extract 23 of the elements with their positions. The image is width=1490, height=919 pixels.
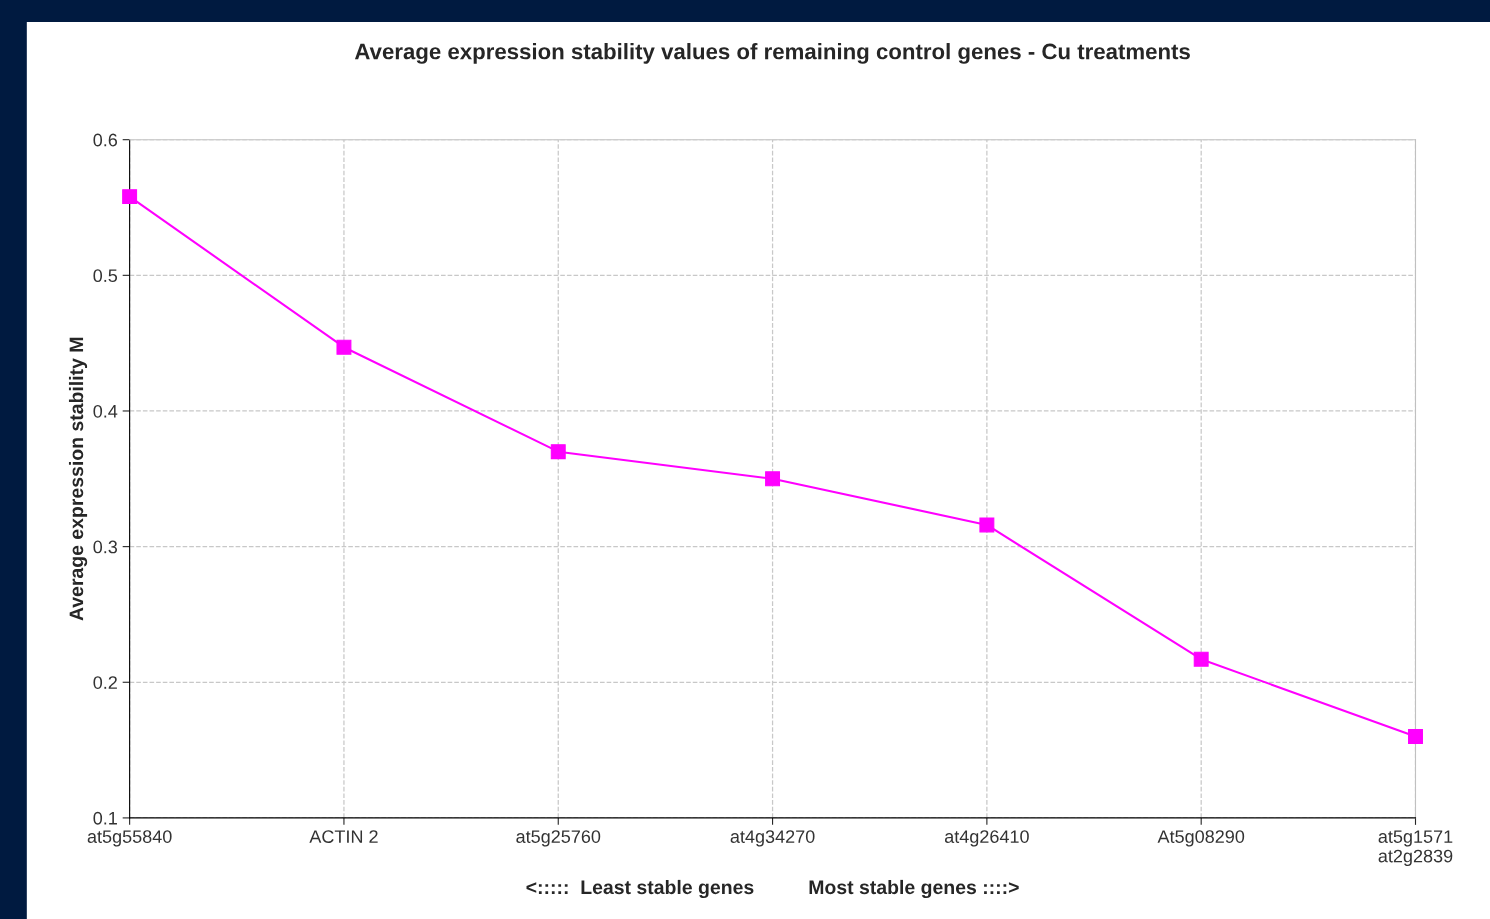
x-tick-label: at5g25760 xyxy=(516,830,601,847)
y-tick-label: 0.5 xyxy=(93,269,118,283)
point xyxy=(1193,651,1209,667)
y-axis-title: Average expression stability M xyxy=(68,337,88,621)
y-tick-label: 0.4 xyxy=(93,404,118,418)
x-tick-label: at5g1571 at2g2839 xyxy=(1378,830,1453,866)
chart-title: Average expression stability values of remaining control genes - Cu treatments xyxy=(354,43,1190,64)
y-tick-label: 0.3 xyxy=(93,540,118,554)
point xyxy=(979,517,995,533)
point xyxy=(1408,729,1423,744)
x-axis-title: <::::: Least stable genes Most stable genes ::::> xyxy=(526,879,1019,899)
x-tick-label: at5g55840 xyxy=(87,830,172,847)
point xyxy=(765,471,781,487)
x-tick-label: at4g26410 xyxy=(944,830,1029,847)
point xyxy=(122,189,138,205)
y-tick-label: 0.6 xyxy=(93,133,118,147)
point xyxy=(336,339,352,355)
x-tick-label: ACTIN 2 xyxy=(309,830,378,843)
x-tick-label: at4g34270 xyxy=(730,830,815,847)
y-tick-label: 0.1 xyxy=(93,811,117,825)
x-tick-label: At5g08290 xyxy=(1157,830,1245,847)
y-tick-label: 0.2 xyxy=(93,676,117,689)
point xyxy=(550,444,566,460)
